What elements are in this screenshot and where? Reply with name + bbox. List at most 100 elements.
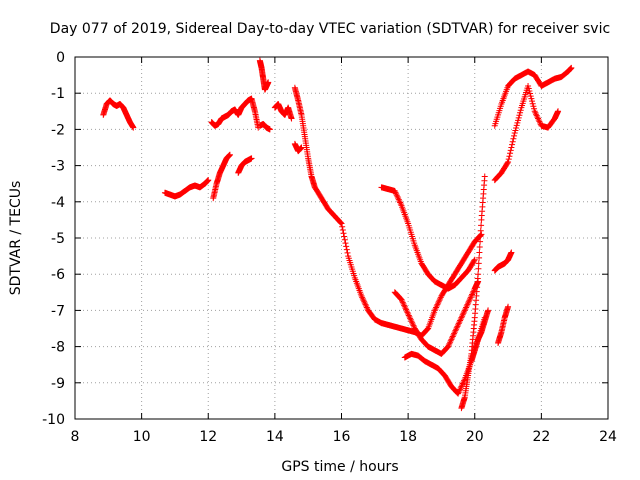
data-point: [341, 233, 348, 240]
data-point: [513, 122, 520, 129]
data-point: [408, 318, 415, 325]
data-point: [405, 311, 412, 318]
data-point: [478, 222, 485, 229]
data-point: [533, 111, 540, 118]
data-point: [461, 308, 468, 315]
data-point: [130, 124, 137, 131]
data-point: [505, 156, 512, 163]
x-tick-label: 14: [266, 429, 284, 445]
data-point: [481, 173, 488, 180]
data-point: [471, 257, 478, 264]
x-tick-label: 8: [71, 429, 80, 445]
data-point: [504, 160, 511, 167]
data-point: [393, 190, 400, 197]
data-point: [467, 295, 474, 302]
series-16: [491, 249, 515, 274]
data-point: [363, 304, 370, 311]
data-point: [535, 115, 542, 122]
data-point: [404, 309, 411, 316]
x-axis-ticks: 8 10 12 14 16 18 20 22 24: [71, 57, 617, 445]
series-10: [291, 140, 305, 155]
data-point: [476, 254, 483, 261]
data-point: [529, 98, 536, 105]
data-point: [423, 326, 430, 333]
series-14: [458, 173, 488, 412]
data-point: [457, 317, 464, 324]
data-point: [460, 310, 467, 317]
data-point: [451, 330, 458, 337]
data-point: [338, 220, 345, 227]
x-tick-label: 16: [333, 429, 351, 445]
data-point: [507, 147, 514, 154]
data-point: [476, 249, 483, 256]
data-point: [266, 126, 273, 133]
data-point: [515, 117, 522, 124]
data-point: [530, 103, 537, 110]
series-7: [256, 120, 273, 133]
data-point: [409, 319, 416, 326]
data-point: [205, 177, 212, 184]
data-point: [505, 303, 512, 310]
data-point: [449, 333, 456, 340]
data-point: [407, 316, 414, 323]
series-15: [468, 307, 492, 365]
data-point: [506, 153, 513, 160]
data-point: [537, 119, 544, 126]
data-point: [343, 243, 350, 250]
data-point: [475, 265, 482, 272]
data-point: [403, 308, 410, 315]
data-point: [399, 299, 406, 306]
data-point: [455, 390, 462, 397]
data-point: [510, 135, 517, 142]
data-point: [362, 301, 369, 308]
data-point: [248, 155, 255, 162]
data-point: [397, 199, 404, 206]
data-point: [449, 334, 456, 341]
data-point: [343, 246, 350, 253]
data-point: [476, 244, 483, 251]
data-point: [512, 127, 519, 134]
data-point: [516, 112, 523, 119]
data-point: [527, 90, 534, 97]
data-point: [508, 144, 515, 151]
data-point: [477, 227, 484, 234]
data-point: [450, 332, 457, 339]
data-point: [358, 292, 365, 299]
data-point: [405, 312, 412, 319]
y-tick-label: -6: [51, 267, 65, 283]
y-tick-label: 0: [56, 50, 65, 66]
x-tick-label: 10: [133, 429, 151, 445]
x-tick-label: 12: [199, 429, 217, 445]
data-point: [435, 298, 442, 305]
x-tick-label: 24: [599, 429, 617, 445]
data-point: [457, 384, 464, 391]
data-point: [409, 321, 416, 328]
data-point: [509, 141, 516, 148]
data-point: [395, 196, 402, 203]
data-point: [288, 115, 295, 122]
data-point: [396, 198, 403, 205]
data-point: [432, 305, 439, 312]
data-point: [448, 336, 455, 343]
data-point: [462, 305, 469, 312]
data-point: [511, 130, 518, 137]
data-point: [407, 315, 414, 322]
data-point: [226, 151, 233, 158]
series-2: [161, 177, 212, 200]
data-point: [513, 124, 520, 131]
y-tick-label: -9: [51, 376, 65, 392]
y-tick-label: -7: [51, 303, 65, 319]
data-point: [398, 296, 405, 303]
data-point: [459, 313, 466, 320]
data-point: [475, 260, 482, 267]
y-axis-label: SDTVAR / TECUs: [8, 181, 24, 296]
data-point: [451, 329, 458, 336]
data-point: [455, 320, 462, 327]
data-point: [461, 377, 468, 384]
chart-title: Day 077 of 2019, Sidereal Day-to-day VTE…: [50, 21, 610, 37]
data-point: [433, 304, 440, 311]
data-point: [403, 306, 410, 313]
series-8: [271, 101, 295, 122]
data-point: [359, 295, 366, 302]
